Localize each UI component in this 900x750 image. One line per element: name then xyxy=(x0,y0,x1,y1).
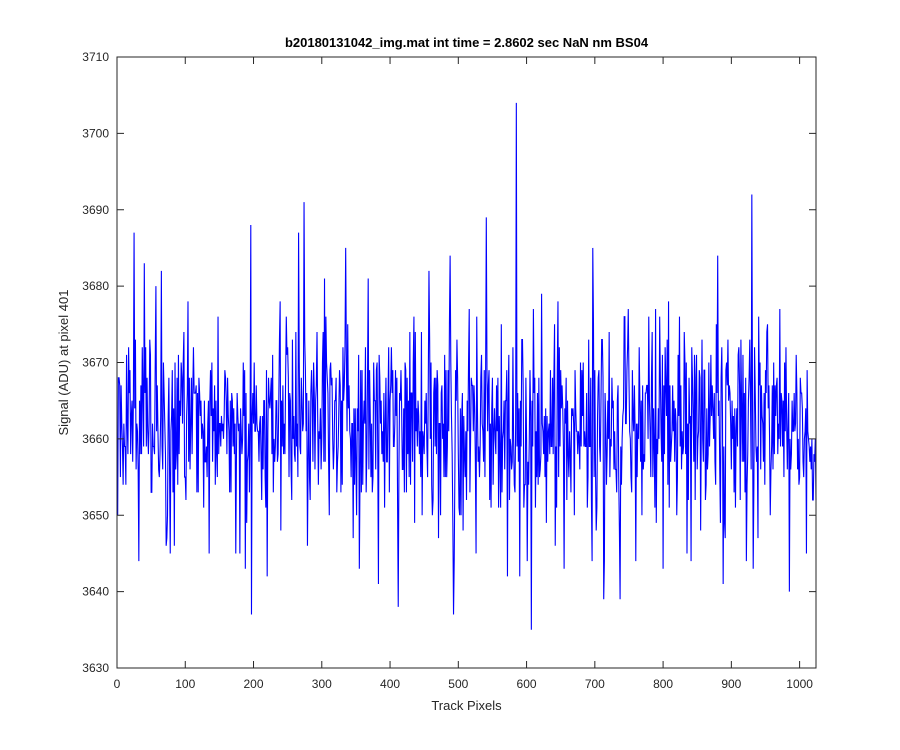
x-tick-label: 500 xyxy=(448,677,468,691)
y-tick-label: 3630 xyxy=(82,661,109,675)
y-tick-label: 3650 xyxy=(82,508,109,522)
series-layer xyxy=(117,102,817,630)
signal-series-line xyxy=(117,102,817,630)
y-tick-label: 3690 xyxy=(82,203,109,217)
x-tick-label: 600 xyxy=(517,677,537,691)
y-axis-label: Signal (ADU) at pixel 401 xyxy=(56,290,71,436)
x-tick-label: 100 xyxy=(175,677,195,691)
x-tick-label: 200 xyxy=(244,677,264,691)
axes-layer: 0 100 200 300 400 500 600 700 800 900 1000 3630 3640… xyxy=(82,50,817,691)
plot-area xyxy=(117,57,816,668)
y-tick-label: 3640 xyxy=(82,585,109,599)
y-tick-label: 3660 xyxy=(82,432,109,446)
chart-title: b20180131042_img.mat int time = 2.8602 s… xyxy=(285,35,649,50)
x-tick-label: 1000 xyxy=(786,677,813,691)
x-tick-label: 900 xyxy=(721,677,741,691)
y-tick-label: 3670 xyxy=(82,356,109,370)
x-tick-label: 700 xyxy=(585,677,605,691)
x-tick-label: 400 xyxy=(380,677,400,691)
x-tick-label: 800 xyxy=(653,677,673,691)
y-tick-label: 3680 xyxy=(82,279,109,293)
x-axis-label: Track Pixels xyxy=(431,698,502,713)
x-tick-label: 0 xyxy=(114,677,121,691)
y-tick-label: 3710 xyxy=(82,50,109,64)
y-tick-label: 3700 xyxy=(82,126,109,140)
x-tick-label: 300 xyxy=(312,677,332,691)
